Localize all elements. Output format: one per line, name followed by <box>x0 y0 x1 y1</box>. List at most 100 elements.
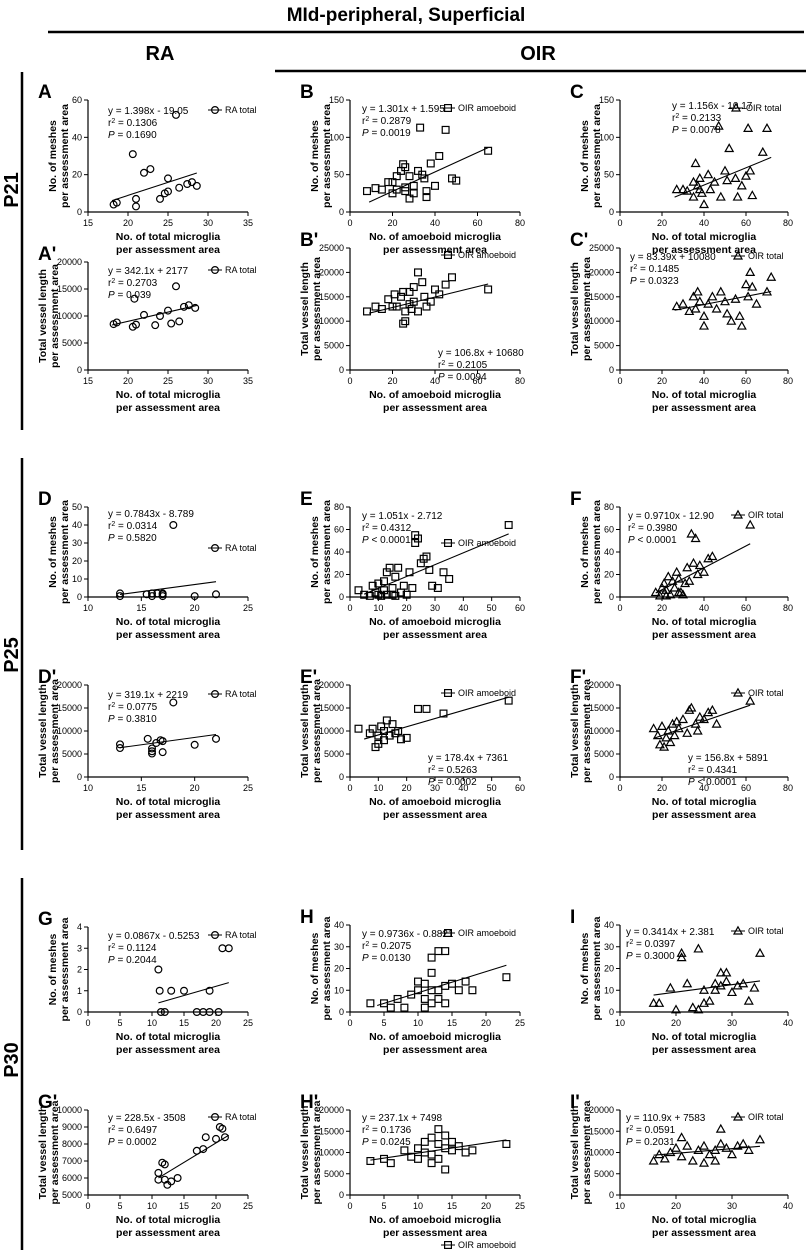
data-point <box>167 319 176 328</box>
data-point <box>761 286 773 296</box>
panel-letter: I <box>570 907 575 928</box>
data-point <box>721 1142 732 1152</box>
data-point <box>682 727 693 737</box>
data-point <box>673 573 684 583</box>
data-point <box>400 1003 409 1012</box>
data-point <box>397 292 406 301</box>
data-point <box>154 1168 163 1177</box>
data-point <box>431 181 440 190</box>
data-point <box>682 978 693 988</box>
legend-label: OIR amoeboid <box>458 928 516 938</box>
panel-E-prime: E' 0 10 20 30 40 50 60 0 5000 10000 15000 20000 No. o… <box>299 667 525 821</box>
data-point <box>684 306 695 316</box>
y-tick-label: 0 <box>77 1007 82 1017</box>
data-point <box>692 569 703 579</box>
data-point <box>468 1146 477 1155</box>
data-point <box>388 720 397 729</box>
legend-label: OIR total <box>748 926 784 936</box>
y-tick-label: 0 <box>77 592 82 602</box>
data-point <box>682 185 693 195</box>
y-axis-label-line2: per assessment area <box>321 104 333 208</box>
x-tick-label: 10 <box>413 1018 423 1028</box>
p-value: P = 0.3810 <box>108 714 157 725</box>
p-value: P = 0.1690 <box>108 130 157 141</box>
data-point <box>380 1154 389 1163</box>
data-point <box>745 165 756 175</box>
r-squared: r2 = 0.2133 <box>672 113 722 125</box>
y-axis-label: No. of meshes <box>309 120 321 192</box>
data-point <box>694 560 705 570</box>
data-point <box>414 1154 423 1163</box>
data-point <box>132 194 141 203</box>
data-point <box>686 528 697 538</box>
x-axis-label: No. of total microglia <box>116 1214 221 1226</box>
data-point <box>400 1146 409 1155</box>
x-tick-label: 20 <box>402 603 412 613</box>
data-point <box>434 994 443 1003</box>
p-value: P = 0.3000 <box>626 951 675 962</box>
p-value: P = 0.0002 <box>428 777 477 788</box>
y-tick-label: 0 <box>339 772 344 782</box>
x-tick-label: 25 <box>163 218 173 228</box>
x-axis-label: No. of amoeboid microglia <box>369 389 501 401</box>
data-point <box>388 178 397 187</box>
regression-equation: y = 106.8x + 10680 <box>438 348 524 359</box>
data-point <box>199 1145 208 1154</box>
data-point <box>366 1156 375 1165</box>
x-tick-label: 35 <box>243 376 253 386</box>
x-tick-label: 0 <box>347 1201 352 1211</box>
data-point <box>687 1155 698 1165</box>
x-tick-label: 10 <box>83 603 93 613</box>
data-point <box>148 749 157 758</box>
data-point <box>405 194 414 203</box>
data-point <box>405 287 414 296</box>
data-point <box>392 302 401 311</box>
data-point <box>154 965 163 974</box>
data-point <box>420 1137 429 1146</box>
y-tick-label: 80 <box>604 502 614 512</box>
panel-H-prime: H' 0 5 10 15 20 25 0 5000 10000 15000 20000 No. of a… <box>299 1092 525 1250</box>
x-tick-label: 25 <box>243 603 253 613</box>
data-point <box>715 286 726 296</box>
p-value: P = 0.5820 <box>108 533 157 544</box>
data-point <box>461 1148 470 1157</box>
data-point <box>663 725 674 735</box>
data-point <box>715 967 726 977</box>
data-point <box>420 979 429 988</box>
data-point <box>749 982 760 992</box>
y-axis-label: No. of meshes <box>579 516 591 588</box>
data-point <box>434 947 443 956</box>
data-point <box>734 310 745 320</box>
data-point <box>484 285 493 294</box>
data-point <box>671 184 682 194</box>
panel-D-prime: D' 10 15 20 25 0 5000 10000 15000 20000 No. of tot… <box>37 667 257 821</box>
x-tick-label: 20 <box>123 218 133 228</box>
panel-B: B 0 20 40 60 80 0 50 100 150 No. of amoeboid micro… <box>300 82 525 256</box>
data-point <box>743 291 754 301</box>
data-point <box>158 748 167 757</box>
y-axis-label-line2: per assessment area <box>311 679 323 783</box>
data-point <box>385 563 394 572</box>
data-point <box>710 1144 721 1154</box>
data-point <box>384 295 393 304</box>
x-axis-label: No. of total microglia <box>116 1031 221 1043</box>
y-tick-label: 0 <box>339 207 344 217</box>
regression-equation: y = 83.39x + 10080 <box>630 252 716 263</box>
y-tick-label: 60 <box>72 95 82 105</box>
data-point <box>670 1142 682 1152</box>
data-point <box>394 563 403 572</box>
legend-label: OIR amoeboid <box>458 250 516 260</box>
data-point <box>711 718 722 728</box>
data-point <box>754 947 766 957</box>
legend-marker <box>730 102 742 112</box>
data-point <box>703 707 714 717</box>
x-tick-label: 40 <box>699 376 709 386</box>
x-tick-label: 40 <box>430 376 440 386</box>
data-point <box>380 577 389 586</box>
y-tick-label: 0 <box>609 207 614 217</box>
data-point <box>722 308 733 318</box>
data-point <box>435 290 444 299</box>
data-point <box>409 283 418 292</box>
y-tick-label: 0 <box>609 772 614 782</box>
regression-equation: y = 1.156x - 10.17 <box>672 101 753 112</box>
